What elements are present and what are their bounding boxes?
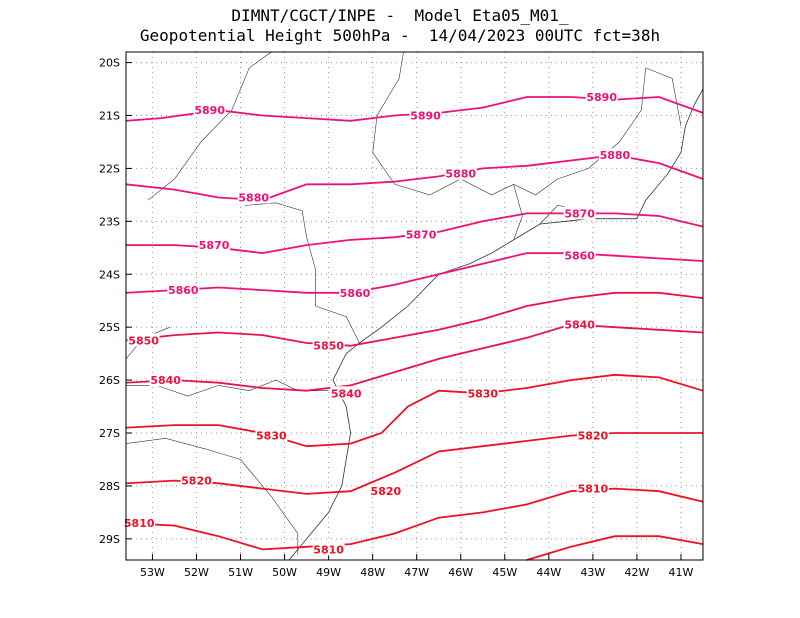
state-border [513,184,523,241]
map-frame [125,51,704,561]
lon-tick-label: 50W [272,566,297,579]
contour-label-bg [193,103,226,117]
contour-label-bg [409,108,442,122]
contour-5830 [125,373,704,448]
contour-5860 [125,252,704,294]
state-border [315,305,360,344]
axis-tick-labels: 20S 21S 22S 23S 24S 25S 26S 27S 28S 29S 53W 52W 51W 5… [99,57,694,579]
contour-label: 5850 [313,340,344,353]
contour-label-bg [369,484,402,498]
lat-tick-label: 25S [99,321,120,334]
contour-label: 5820 [578,430,609,443]
contour-label: 5830 [467,387,498,400]
state-border [126,379,329,397]
contour-label: 5810 [124,517,155,530]
contour-label-bg [444,166,477,180]
contour-label-bg [180,473,213,487]
contour-label: 5860 [168,284,199,297]
contour-label-bg [237,190,270,204]
contour-label: 5880 [238,192,269,205]
contour-label: 5870 [564,207,595,220]
lat-tick-label: 29S [99,533,120,546]
lon-tick-label: 46W [448,566,473,579]
lon-tick-label: 43W [580,566,605,579]
contour-label: 5850 [128,334,159,347]
height-contours: 5890 5890 5890 5880 5880 5880 5870 5870 5870 5860… [123,89,704,561]
contour-label: 5870 [406,229,437,242]
contour-label: 5810 [578,483,609,496]
lon-tick-label: 48W [360,566,385,579]
contour-label-bg [127,333,160,347]
state-border [147,51,272,201]
lat-tick-label: 20S [99,57,120,70]
contour-label: 5820 [371,485,402,498]
contour-label: 5860 [340,287,371,300]
lat-tick-label: 21S [99,110,120,123]
lat-tick-label: 28S [99,480,120,493]
contour-label-bg [255,428,288,442]
contour-label-bg [598,148,631,162]
contour-label-bg [312,542,345,556]
lon-tick-label: 49W [316,566,341,579]
lon-tick-label: 42W [624,566,649,579]
contour-label: 5840 [564,319,595,332]
contour-5850 [125,291,704,347]
lon-tick-label: 41W [669,566,694,579]
contour-label-bg [405,227,438,241]
lat-tick-label: 26S [99,374,120,387]
lon-tick-label: 47W [404,566,429,579]
title-line-2: Geopotential Height 500hPa - 14/04/2023 … [139,26,661,45]
lon-tick-label: 53W [140,566,165,579]
contour-label: 5890 [410,110,441,123]
lat-tick-label: 24S [99,268,120,281]
contour-label: 5890 [586,91,617,104]
lon-tick-label: 45W [492,566,517,579]
contour-label-bg [585,89,618,103]
title-line-1: DIMNT/CGCT/INPE - Model Eta05_M01_ [231,6,569,25]
contour-label-bg [576,428,609,442]
contour-label-bg [149,373,182,387]
contour-label-bg [576,481,609,495]
contour-label: 5840 [331,387,362,400]
contour-label: 5860 [564,250,595,263]
contour-5820 [125,432,703,495]
state-border [244,202,316,306]
contour-5800 [526,535,704,561]
contour-label-bg [563,317,596,331]
state-border [645,67,682,127]
contour-label-bg [466,386,499,400]
lon-tick-label: 52W [184,566,209,579]
contour-5840 [125,323,704,392]
contour-label-bg [563,248,596,262]
lat-tick-label: 27S [99,427,120,440]
contour-label: 5890 [194,104,225,117]
contour-label-bg [198,238,231,252]
contour-label: 5810 [313,543,344,556]
contour-label-bg [339,285,372,299]
contour-label: 5820 [181,475,212,488]
lon-tick-label: 44W [536,566,561,579]
contour-label-bg [167,283,200,297]
coastline [288,379,352,561]
contour-label: 5870 [199,239,230,252]
contour-label: 5830 [256,430,287,443]
contour-label-bg [123,515,156,529]
state-border [372,51,646,196]
contour-label-bg [563,206,596,220]
lat-tick-label: 23S [99,215,120,228]
contour-label-bg [330,386,363,400]
contour-label: 5880 [600,149,631,162]
coastline [332,88,704,381]
contour-label-bg [312,338,345,352]
state-border [125,437,299,555]
lat-tick-label: 22S [99,162,120,175]
contour-label: 5840 [150,374,181,387]
lon-tick-label: 51W [228,566,253,579]
contour-label: 5880 [445,168,476,181]
contour-5810 [125,487,704,551]
